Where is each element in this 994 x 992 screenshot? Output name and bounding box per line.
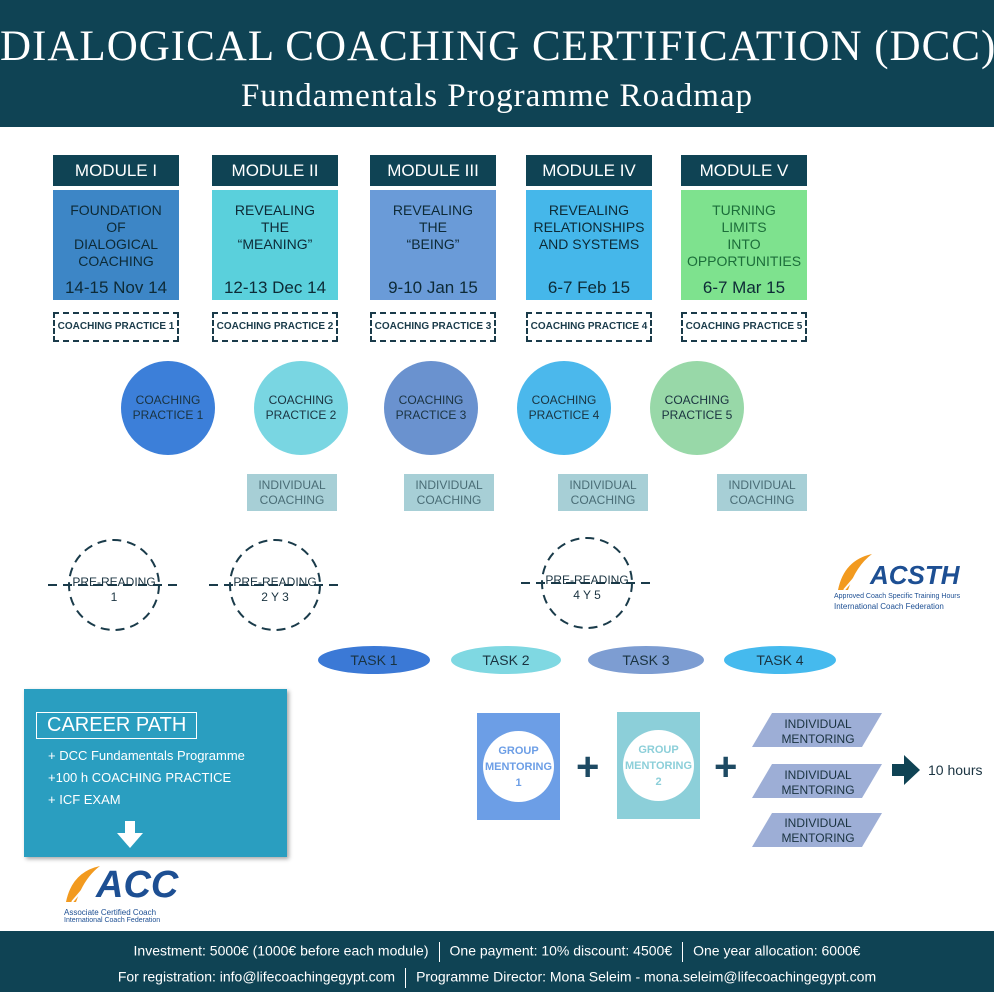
module-4-header: MODULE IV xyxy=(526,155,652,186)
module-2-box: REVEALING THE “MEANING” 12-13 Dec 14 xyxy=(212,190,338,300)
module-1-date: 14-15 Nov 14 xyxy=(64,278,168,297)
module-5-title: TURNING LIMITS INTO OPPORTUNITIES xyxy=(686,202,802,269)
module-1-box: FOUNDATION OF DIALOGICAL COACHING 14-15 N… xyxy=(53,190,179,300)
module-2-date: 12-13 Dec 14 xyxy=(223,278,327,297)
group-mentoring-2-label: GROUP MENTORING 2 xyxy=(623,730,694,801)
acc-logo-line2: International Coach Federation xyxy=(64,917,161,924)
icf-swoosh-icon xyxy=(66,866,101,905)
career-path-title: CAREER PATH xyxy=(36,712,198,739)
pre-reading-diagram xyxy=(48,537,655,631)
coaching-practice-label-1: COACHING PRACTICE 1 xyxy=(53,312,179,342)
individual-mentoring-shapes xyxy=(752,713,882,847)
coaching-practice-label-4: COACHING PRACTICE 4 xyxy=(526,312,652,342)
icf-swoosh-icon xyxy=(838,554,873,593)
page-subtitle: Fundamentals Programme Roadmap xyxy=(240,78,754,114)
coaching-practice-circle-1: COACHING PRACTICE 1 xyxy=(121,361,215,455)
individual-coaching-1: INDIVIDUAL COACHING xyxy=(247,474,337,511)
footer-line-2: For registration: info@lifecoachingegypt… xyxy=(0,968,994,988)
module-3-title: REVEALING THE “BEING” xyxy=(392,202,474,252)
pre-reading-3-shape xyxy=(521,537,655,629)
module-1-header: MODULE I xyxy=(53,155,179,186)
individual-mentoring-2: INDIVIDUAL MENTORING xyxy=(781,768,855,797)
footer-line-1: Investment: 5000€ (1000€ before each mod… xyxy=(0,942,994,962)
acsth-logo-text: ACSTH xyxy=(870,560,960,590)
acc-logo-line1: Associate Certified Coach xyxy=(64,908,157,917)
pre-reading-1-label: PRE-READING 1 xyxy=(72,575,156,604)
module-4-date: 6-7 Feb 15 xyxy=(547,278,631,297)
footer-separator xyxy=(405,968,407,988)
acsth-logo: ACSTH Approved Coach Specific Training H… xyxy=(832,550,962,616)
module-5-box: TURNING LIMITS INTO OPPORTUNITIES 6-7 Mar… xyxy=(681,190,807,300)
coaching-practice-label-5: COACHING PRACTICE 5 xyxy=(681,312,807,342)
footer-separator xyxy=(438,942,440,962)
coaching-practice-circle-2: COACHING PRACTICE 2 xyxy=(254,361,348,455)
page-title: DIALOGICAL COACHING CERTIFICATION (DCC) xyxy=(0,23,994,70)
task-2: TASK 2 xyxy=(451,646,561,674)
task-1: TASK 1 xyxy=(318,646,430,674)
module-4-title: REVEALING RELATIONSHIPS AND SYSTEMS xyxy=(533,202,645,252)
individual-coaching-2: INDIVIDUAL COACHING xyxy=(404,474,494,511)
pre-reading-3-label: PRE-READING 4 Y 5 xyxy=(545,573,629,602)
arrow-right-icon xyxy=(892,755,920,785)
coaching-practice-label-2: COACHING PRACTICE 2 xyxy=(212,312,338,342)
module-5-header: MODULE V xyxy=(681,155,807,186)
task-3: TASK 3 xyxy=(588,646,704,674)
module-5-date: 6-7 Mar 15 xyxy=(702,278,786,297)
career-path-panel: CAREER PATH + DCC Fundamentals Programme… xyxy=(24,689,287,857)
individual-coaching-4: INDIVIDUAL COACHING xyxy=(717,474,807,511)
individual-coaching-3: INDIVIDUAL COACHING xyxy=(558,474,648,511)
footer-one-payment: One payment: 10% discount: 4500€ xyxy=(449,942,673,959)
hours-label: 10 hours xyxy=(928,762,983,778)
acc-logo-text: ACC xyxy=(96,864,179,906)
footer-banner: Investment: 5000€ (1000€ before each mod… xyxy=(0,931,994,992)
module-2-header: MODULE II xyxy=(212,155,338,186)
individual-mentoring-1: INDIVIDUAL MENTORING xyxy=(781,717,855,746)
plus-icon: + xyxy=(576,745,600,789)
group-mentoring-2-box: GROUP MENTORING 2 xyxy=(617,712,700,819)
module-2-title: REVEALING THE “MEANING” xyxy=(234,202,316,252)
group-mentoring-1-label: GROUP MENTORING 1 xyxy=(483,731,554,802)
career-item-3: + ICF EXAM xyxy=(48,792,121,807)
group-mentoring-1-box: GROUP MENTORING 1 xyxy=(477,713,560,820)
footer-registration: For registration: info@lifecoachingegypt… xyxy=(117,968,396,985)
coaching-practice-circle-4: COACHING PRACTICE 4 xyxy=(517,361,611,455)
pre-reading-1-shape xyxy=(48,539,182,631)
footer-separator xyxy=(682,942,684,962)
individual-mentoring-3: INDIVIDUAL MENTORING xyxy=(781,816,855,845)
task-4: TASK 4 xyxy=(724,646,836,674)
coaching-practice-circle-3: COACHING PRACTICE 3 xyxy=(384,361,478,455)
header-banner xyxy=(0,0,994,127)
pre-reading-2-label: PRE-READING 2 Y 3 xyxy=(233,575,317,604)
career-item-2: +100 h COACHING PRACTICE xyxy=(48,770,232,785)
module-1-title: FOUNDATION OF DIALOGICAL COACHING xyxy=(70,202,162,269)
career-item-1: + DCC Fundamentals Programme xyxy=(48,748,245,763)
acc-logo: ACC Associate Certified Coach Internatio… xyxy=(62,862,192,926)
footer-director: Programme Director: Mona Seleim - mona.s… xyxy=(416,968,877,985)
coaching-practice-label-3: COACHING PRACTICE 3 xyxy=(370,312,496,342)
module-3-header: MODULE III xyxy=(370,155,496,186)
footer-one-year: One year allocation: 6000€ xyxy=(693,942,861,959)
module-4-box: REVEALING RELATIONSHIPS AND SYSTEMS 6-7 F… xyxy=(526,190,652,300)
acsth-logo-line1: Approved Coach Specific Training Hours xyxy=(834,593,961,600)
footer-investment: Investment: 5000€ (1000€ before each mod… xyxy=(133,942,429,959)
pre-reading-2-shape xyxy=(209,539,343,631)
module-3-date: 9-10 Jan 15 xyxy=(388,278,478,297)
arrow-down-icon xyxy=(117,821,143,848)
plus-icon: + xyxy=(714,745,738,789)
module-3-box: REVEALING THE “BEING” 9-10 Jan 15 xyxy=(370,190,496,300)
acsth-logo-line2: International Coach Federation xyxy=(834,602,944,611)
coaching-practice-circle-5: COACHING PRACTICE 5 xyxy=(650,361,744,455)
